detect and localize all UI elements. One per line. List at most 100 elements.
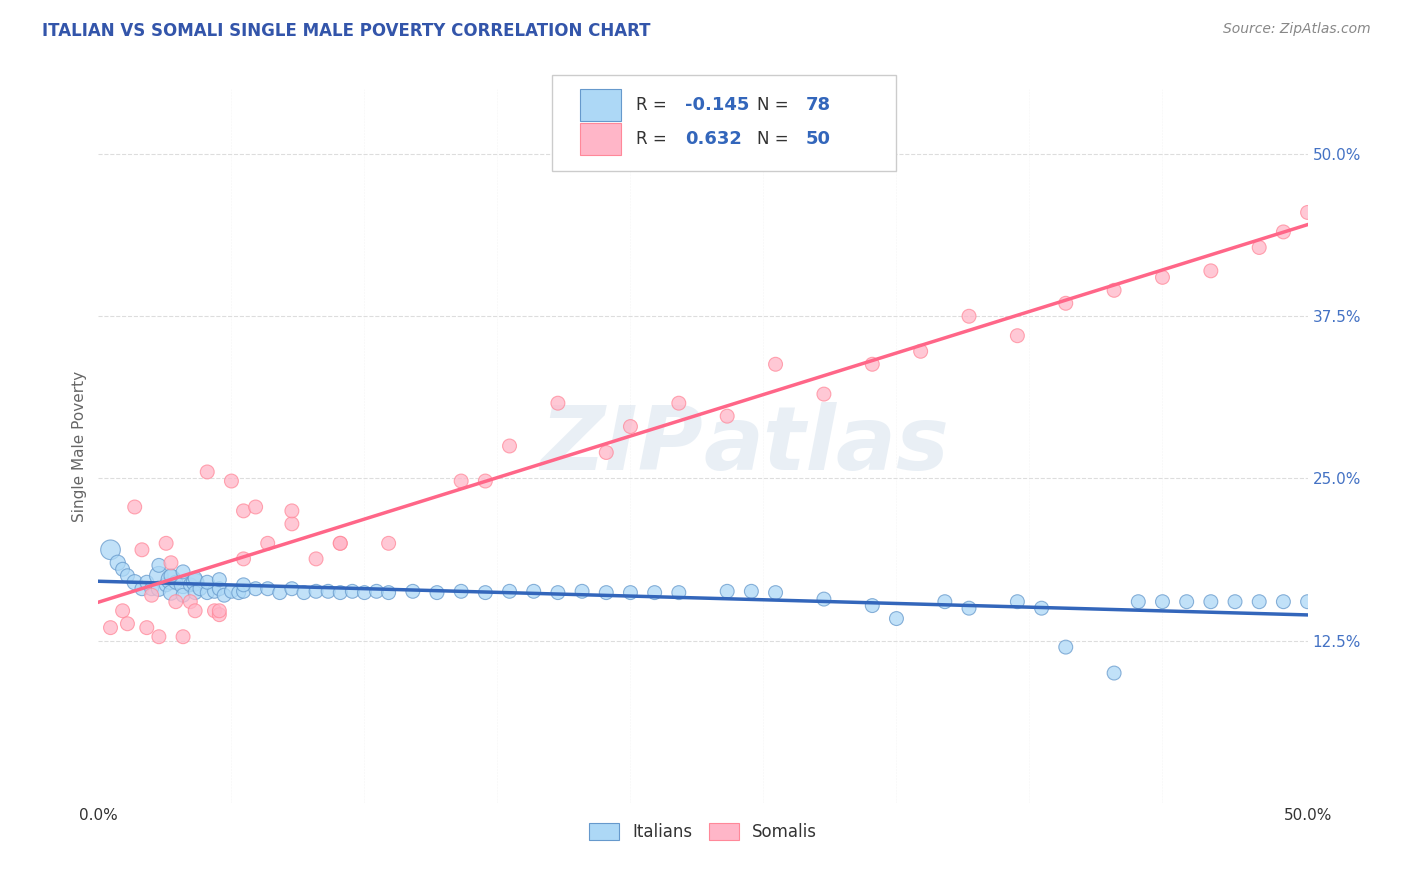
Text: atlas: atlas — [703, 402, 949, 490]
Point — [208, 604, 231, 618]
Point — [450, 584, 472, 599]
Point — [765, 585, 787, 599]
Point — [172, 588, 194, 602]
Point — [571, 584, 593, 599]
Point — [160, 568, 183, 582]
Point — [111, 562, 134, 576]
Text: N =: N = — [758, 130, 794, 148]
Point — [155, 536, 177, 550]
Point — [111, 604, 134, 618]
Point — [232, 584, 254, 599]
Point — [135, 621, 157, 635]
Point — [281, 516, 304, 531]
Point — [813, 592, 835, 607]
Point — [148, 558, 170, 573]
Point — [547, 396, 569, 410]
Legend: Italians, Somalis: Italians, Somalis — [582, 816, 824, 848]
FancyBboxPatch shape — [579, 89, 621, 120]
Point — [329, 536, 352, 550]
Point — [208, 607, 231, 622]
Point — [860, 599, 883, 613]
Point — [232, 552, 254, 566]
Point — [172, 578, 194, 592]
Point — [619, 419, 641, 434]
Point — [165, 575, 187, 590]
Point — [172, 630, 194, 644]
Text: -0.145: -0.145 — [685, 96, 749, 114]
Point — [498, 584, 520, 599]
Y-axis label: Single Male Poverty: Single Male Poverty — [72, 370, 87, 522]
Point — [141, 588, 163, 602]
Point — [232, 504, 254, 518]
Point — [450, 474, 472, 488]
Text: ZIP: ZIP — [540, 402, 703, 490]
Point — [619, 585, 641, 599]
Point — [1102, 283, 1125, 297]
Point — [148, 582, 170, 596]
Point — [148, 630, 170, 644]
Point — [1272, 225, 1295, 239]
Text: N =: N = — [758, 96, 794, 114]
Point — [1152, 595, 1174, 609]
Text: 50: 50 — [806, 130, 831, 148]
FancyBboxPatch shape — [579, 123, 621, 155]
Point — [124, 575, 146, 590]
Point — [1054, 640, 1077, 654]
Point — [165, 595, 187, 609]
Point — [195, 585, 218, 599]
Point — [716, 584, 738, 599]
Point — [245, 500, 267, 514]
Point — [155, 578, 177, 592]
Point — [1249, 595, 1271, 609]
Point — [281, 504, 304, 518]
Point — [131, 542, 153, 557]
Point — [377, 536, 399, 550]
Text: ITALIAN VS SOMALI SINGLE MALE POVERTY CORRELATION CHART: ITALIAN VS SOMALI SINGLE MALE POVERTY CO… — [42, 22, 651, 40]
Point — [402, 584, 425, 599]
Point — [204, 604, 226, 618]
Point — [1272, 595, 1295, 609]
Point — [1054, 296, 1077, 310]
Point — [1249, 240, 1271, 254]
Point — [107, 556, 129, 570]
Point — [172, 565, 194, 579]
Point — [188, 582, 211, 596]
Point — [221, 584, 243, 599]
Point — [135, 575, 157, 590]
Point — [1102, 666, 1125, 681]
Point — [740, 584, 762, 599]
Point — [1175, 595, 1198, 609]
Point — [195, 575, 218, 590]
Point — [316, 584, 339, 599]
Point — [498, 439, 520, 453]
Point — [256, 582, 278, 596]
Point — [117, 616, 139, 631]
Point — [910, 344, 932, 359]
Point — [716, 409, 738, 424]
Point — [195, 465, 218, 479]
Point — [474, 474, 496, 488]
Point — [329, 585, 352, 599]
Point — [212, 588, 235, 602]
Point — [329, 536, 352, 550]
Point — [595, 585, 617, 599]
Text: Source: ZipAtlas.com: Source: ZipAtlas.com — [1223, 22, 1371, 37]
Point — [100, 621, 122, 635]
Text: 78: 78 — [806, 96, 831, 114]
Point — [281, 582, 304, 596]
Point — [208, 582, 231, 596]
Point — [366, 584, 388, 599]
Point — [1007, 595, 1029, 609]
Point — [292, 585, 315, 599]
Point — [1296, 205, 1319, 219]
Point — [221, 474, 243, 488]
Point — [860, 357, 883, 371]
Point — [957, 310, 980, 324]
Point — [813, 387, 835, 401]
Point — [523, 584, 546, 599]
Point — [547, 585, 569, 599]
Text: 0.632: 0.632 — [685, 130, 742, 148]
Point — [160, 573, 183, 587]
Point — [124, 500, 146, 514]
Point — [668, 585, 690, 599]
